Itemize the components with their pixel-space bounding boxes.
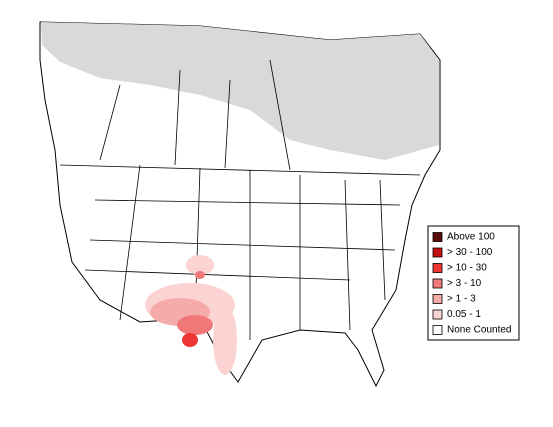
legend-label: > 3 - 10	[447, 278, 482, 289]
legend-label: 0.05 - 1	[447, 309, 481, 320]
legend-box	[427, 225, 520, 341]
legend-label: Above 100	[447, 232, 495, 243]
legend-swatch	[432, 247, 443, 258]
legend-swatch	[432, 232, 443, 242]
legend-swatch	[432, 294, 443, 304]
legend-label: > 10 - 30	[447, 263, 487, 274]
legend-swatch	[432, 309, 443, 320]
legend: Above 100 > 30 - 100 > 10 - 30 > 3 - 10 > 1 …	[432, 232, 512, 336]
legend-label: None Counted	[447, 325, 512, 336]
legend-swatch	[432, 325, 443, 335]
legend-label: > 30 - 100	[447, 247, 493, 258]
legend-label: > 1 - 3	[447, 294, 476, 305]
grey-region	[41, 22, 439, 160]
legend-swatch	[432, 263, 443, 273]
legend-swatch	[432, 278, 443, 289]
density	[145, 255, 237, 375]
